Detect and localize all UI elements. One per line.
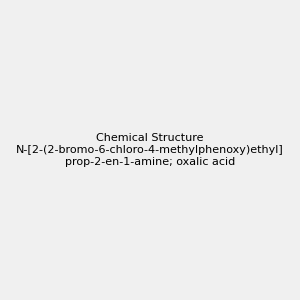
Text: Chemical Structure
N-[2-(2-bromo-6-chloro-4-methylphenoxy)ethyl]
prop-2-en-1-ami: Chemical Structure N-[2-(2-bromo-6-chlor… <box>16 134 284 166</box>
